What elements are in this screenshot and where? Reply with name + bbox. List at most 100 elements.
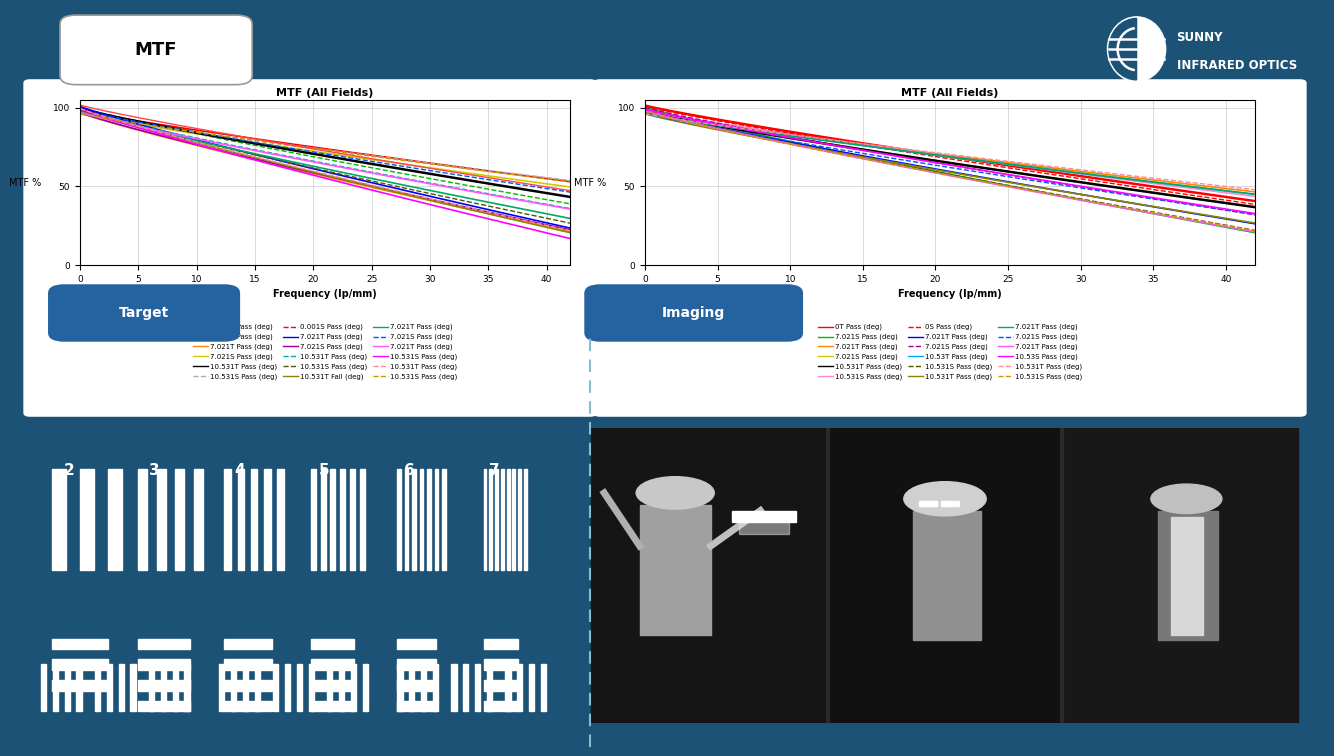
Bar	[442, 469, 446, 569]
Bar	[398, 701, 436, 711]
Y-axis label: MTF %: MTF %	[9, 178, 41, 187]
Bar	[251, 469, 257, 569]
Bar	[339, 664, 344, 711]
Bar	[427, 469, 431, 569]
Bar	[351, 664, 356, 711]
Bar	[487, 664, 492, 711]
Bar	[264, 469, 271, 569]
Circle shape	[904, 482, 986, 516]
Bar	[52, 680, 108, 690]
Bar	[475, 664, 480, 711]
Bar	[912, 510, 980, 640]
Bar	[95, 664, 100, 711]
Bar	[398, 680, 436, 690]
Bar	[311, 659, 354, 670]
Text: 5: 5	[319, 463, 329, 479]
Bar	[308, 664, 313, 711]
Bar	[331, 469, 335, 569]
Bar	[484, 469, 487, 569]
Bar	[237, 469, 244, 569]
Bar	[360, 469, 364, 569]
Bar	[398, 639, 436, 649]
Circle shape	[1151, 484, 1222, 513]
Bar	[398, 469, 402, 569]
Bar	[52, 664, 59, 711]
Bar	[435, 469, 439, 569]
Bar	[398, 659, 436, 670]
Bar	[340, 469, 346, 569]
Bar	[224, 659, 272, 670]
X-axis label: Frequency (lp/mm): Frequency (lp/mm)	[273, 290, 378, 299]
Bar	[175, 469, 184, 569]
Bar	[119, 664, 124, 711]
Bar	[311, 701, 354, 711]
Text: Imaging: Imaging	[662, 306, 726, 320]
Bar	[273, 664, 279, 711]
Bar	[137, 659, 189, 670]
Bar	[500, 469, 504, 569]
Bar	[518, 469, 522, 569]
Text: 2: 2	[64, 463, 75, 479]
Bar	[530, 664, 535, 711]
Bar	[591, 428, 826, 723]
Text: 6: 6	[404, 463, 415, 479]
Bar	[490, 469, 492, 569]
Legend: 0T Pass (deg), 7.021S Pass (deg), 7.021T Pass (deg), 7.021S Pass (deg), 10.531T : 0T Pass (deg), 7.021S Pass (deg), 7.021T…	[818, 324, 1082, 380]
Bar	[412, 469, 416, 569]
Bar	[640, 505, 711, 634]
Bar	[172, 664, 177, 711]
Bar	[137, 701, 189, 711]
Bar	[739, 513, 788, 534]
Bar	[149, 664, 155, 711]
Bar	[311, 680, 354, 690]
Text: Target: Target	[119, 306, 169, 320]
Bar	[942, 501, 959, 507]
Bar	[52, 659, 108, 670]
Bar	[506, 664, 511, 711]
Bar	[41, 664, 47, 711]
Bar	[518, 664, 523, 711]
Bar	[131, 664, 136, 711]
Bar	[350, 469, 355, 569]
Text: INFRARED OPTICS: INFRARED OPTICS	[1177, 59, 1297, 73]
Bar	[1171, 516, 1203, 634]
Legend: 0.001T Pass (deg), 7.021S Pass (deg), 7.021T Pass (deg), 7.021S Pass (deg), 10.5: 0.001T Pass (deg), 7.021S Pass (deg), 7.…	[192, 324, 458, 380]
Text: 3: 3	[149, 463, 160, 479]
Bar	[277, 469, 284, 569]
Bar	[224, 639, 272, 649]
Bar	[420, 469, 423, 569]
Bar	[296, 664, 303, 711]
Bar	[255, 664, 260, 711]
Bar	[219, 664, 224, 711]
Title: MTF (All Fields): MTF (All Fields)	[902, 88, 999, 98]
Bar	[285, 664, 291, 711]
Bar	[224, 469, 231, 569]
Y-axis label: MTF %: MTF %	[574, 178, 607, 187]
Bar	[432, 664, 439, 711]
Bar	[52, 639, 108, 649]
Text: 4: 4	[233, 463, 244, 479]
Title: MTF (All Fields): MTF (All Fields)	[276, 88, 374, 98]
Bar	[243, 664, 248, 711]
Bar	[224, 680, 272, 690]
Bar	[404, 469, 408, 569]
Bar	[137, 469, 147, 569]
Bar	[732, 510, 796, 522]
Bar	[363, 664, 368, 711]
Bar	[160, 664, 165, 711]
Wedge shape	[1109, 18, 1137, 80]
Text: SUNNY: SUNNY	[1177, 31, 1223, 45]
Bar	[828, 428, 1063, 723]
Bar	[484, 639, 518, 649]
Bar	[507, 469, 510, 569]
Bar	[80, 469, 93, 569]
Bar	[484, 680, 518, 690]
Bar	[320, 469, 325, 569]
Bar	[463, 664, 468, 711]
Bar	[311, 639, 354, 649]
Bar	[231, 664, 236, 711]
Bar	[410, 664, 415, 711]
Bar	[107, 664, 112, 711]
Bar	[311, 469, 316, 569]
X-axis label: Frequency (lp/mm): Frequency (lp/mm)	[898, 290, 1002, 299]
